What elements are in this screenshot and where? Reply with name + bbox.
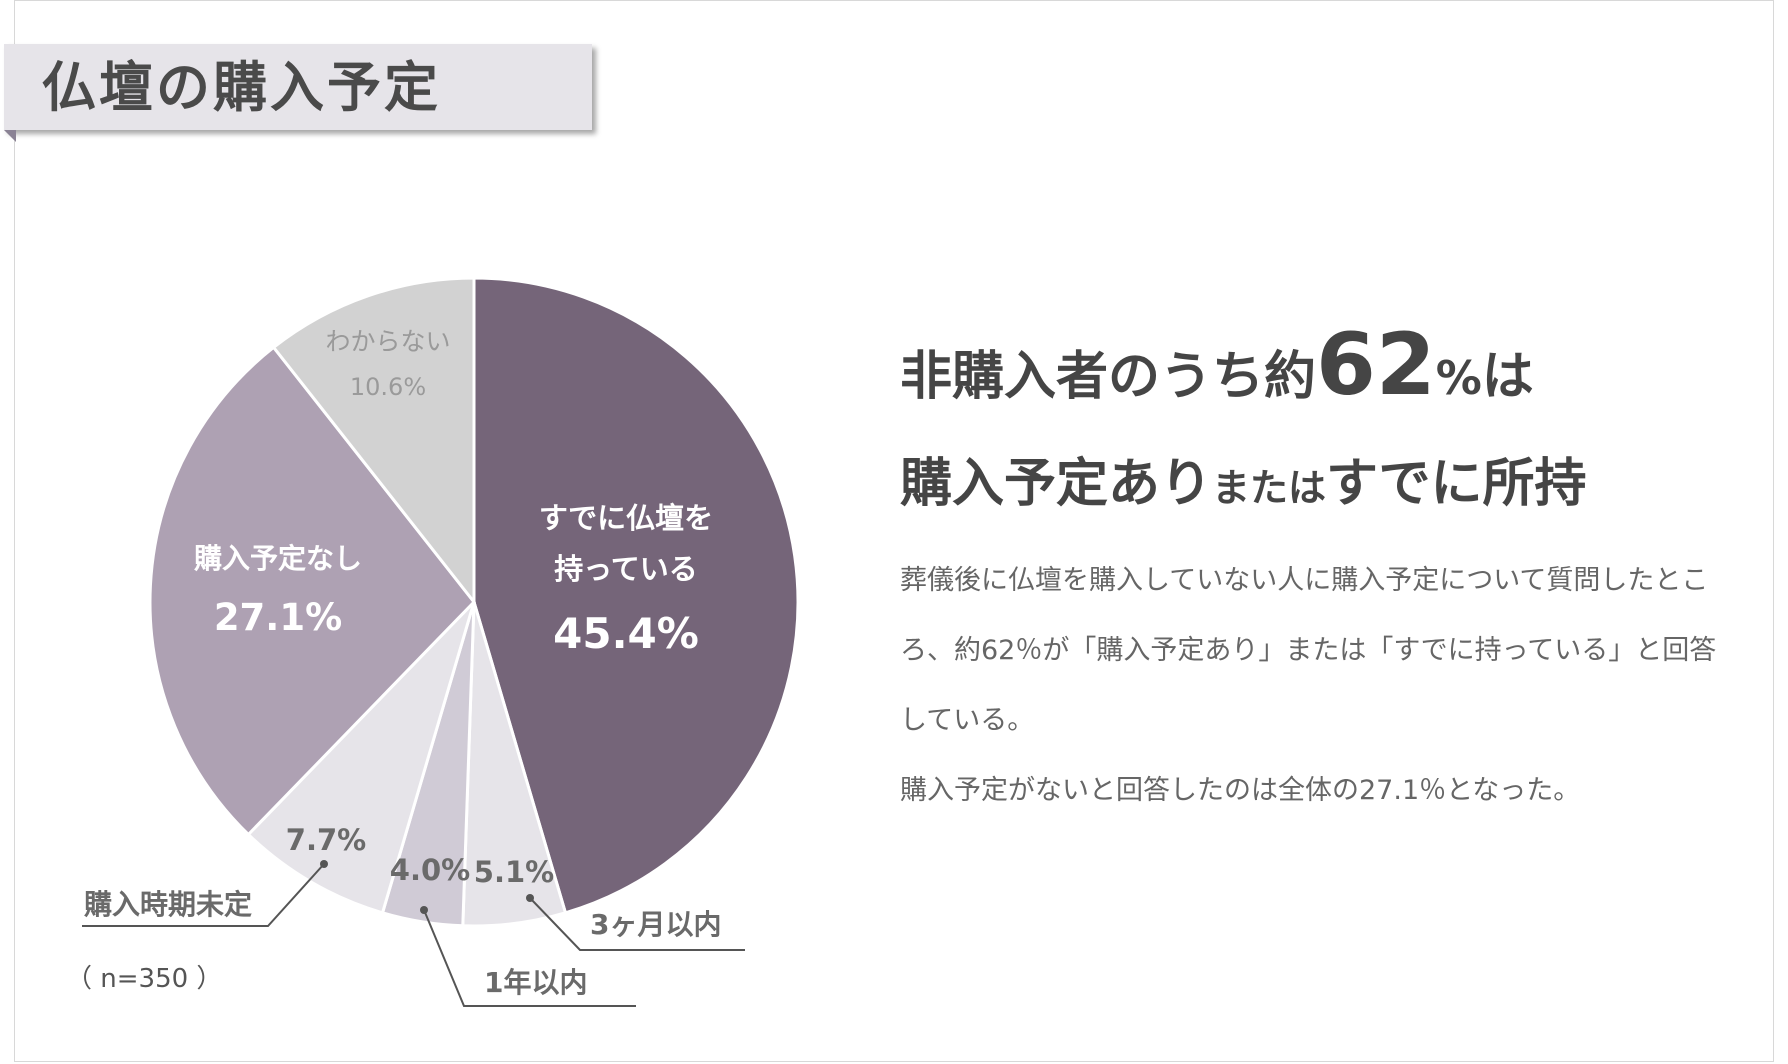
- slice-value-none: 27.1%: [214, 596, 342, 639]
- sample-size-label: （ n=350 ）: [66, 964, 223, 994]
- headline-line-1: 非購入者のうち約62%は: [900, 310, 1534, 420]
- slice-label-unknown: わからない: [325, 327, 450, 356]
- headline-suffix: は: [1481, 347, 1534, 407]
- headline-line-2: 購入予定ありまたはすでに所持: [900, 446, 1587, 522]
- pie-slice-none: [148, 345, 476, 837]
- slice-label-owned-line1: すでに仏壇を: [539, 501, 713, 535]
- description: 葬儀後に仏壇を購入していない人に購入予定について質問したところ、約62％が「購入…: [900, 546, 1730, 826]
- slice-label-owned-line2: 持っている: [554, 552, 698, 586]
- title-banner: [4, 44, 592, 130]
- leader-line-3months: [529, 897, 745, 951]
- headline-plan: 購入予定あり: [900, 454, 1213, 514]
- slice-label-undecided: 購入時期未定: [84, 888, 252, 921]
- description-paragraph-1: 葬儀後に仏壇を購入していない人に購入予定について質問したところ、約62％が「購入…: [900, 565, 1717, 736]
- headline-percent: %: [1435, 351, 1482, 405]
- pie-slice-undecided: [246, 600, 476, 915]
- headline-or: または: [1212, 466, 1327, 510]
- headline-prefix: 非購入者のうち約: [900, 347, 1317, 407]
- title-banner-fold: [4, 130, 16, 142]
- leader-line-1year: [423, 909, 636, 1007]
- slice-value-owned: 45.4%: [553, 609, 699, 658]
- slice-value-unknown: 10.6%: [350, 373, 426, 401]
- slice-label-none: 購入予定なし: [194, 542, 362, 575]
- leader-line-undecided: [82, 863, 325, 927]
- headline-owned: すでに所持: [1326, 454, 1587, 514]
- headline-number: 62: [1316, 315, 1436, 415]
- description-paragraph-2: 購入予定がないと回答したのは全体の27.1％となった。: [900, 775, 1581, 806]
- slice-value-1year: 4.0%: [390, 853, 470, 887]
- slice-label-1year: 1年以内: [484, 966, 587, 999]
- slice-value-undecided: 7.7%: [286, 823, 366, 857]
- slice-value-3months: 5.1%: [474, 855, 554, 889]
- page-title: 仏壇の購入予定: [42, 56, 441, 119]
- pie-slice-owned: [472, 276, 800, 915]
- slice-label-3months: 3ヶ月以内: [590, 908, 721, 941]
- pie-slice-unknown: [271, 276, 476, 607]
